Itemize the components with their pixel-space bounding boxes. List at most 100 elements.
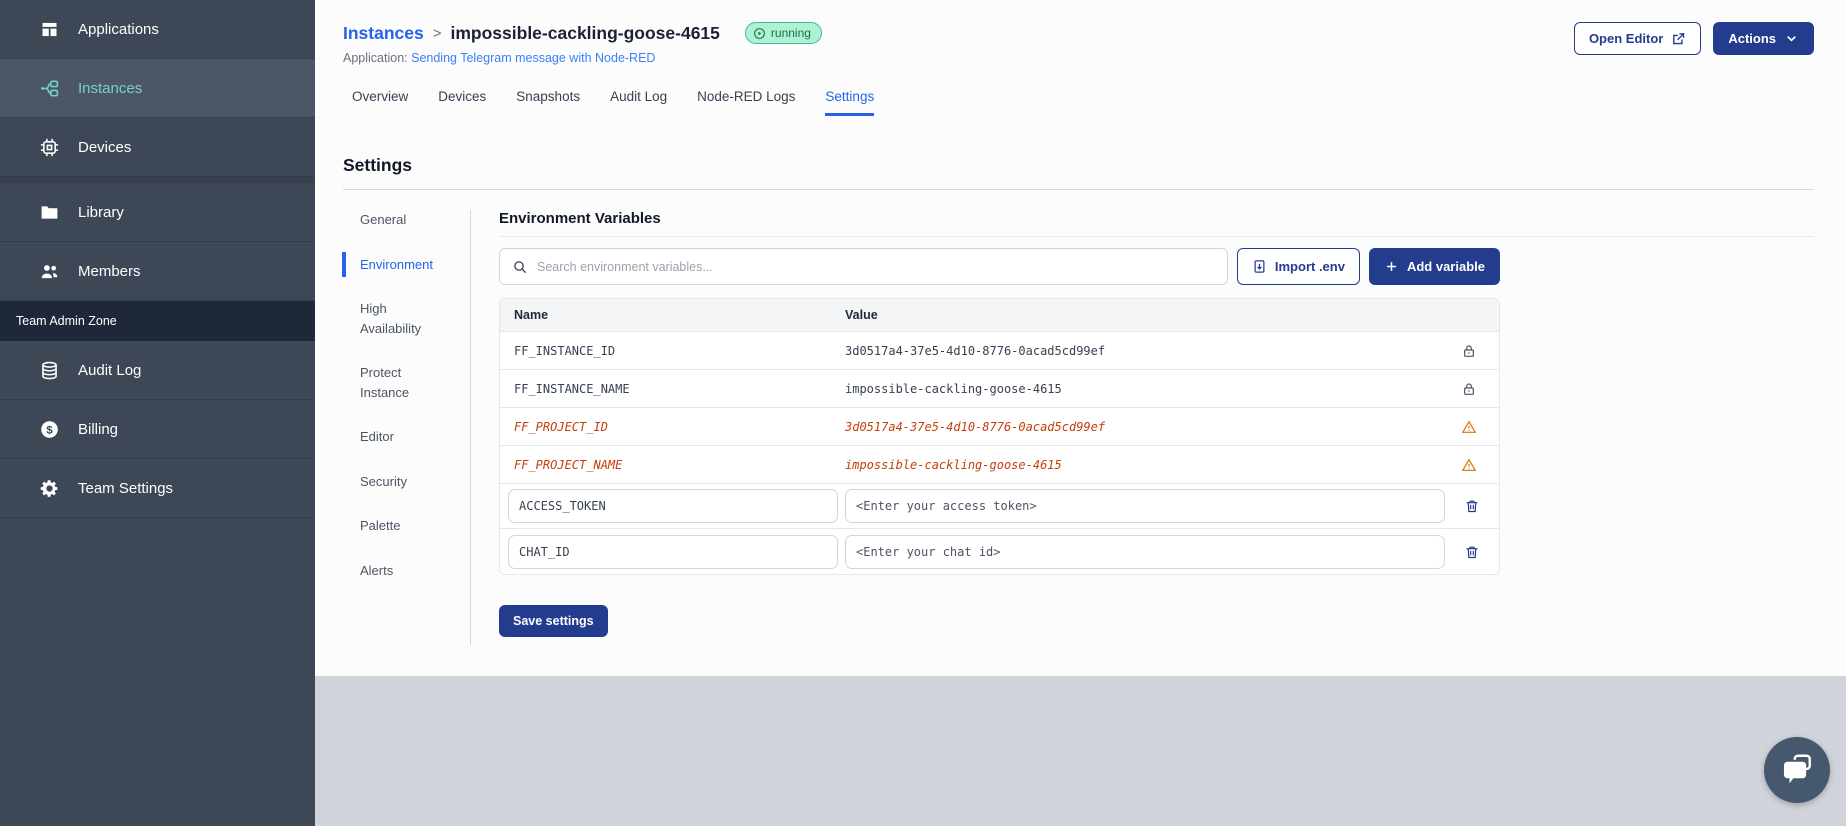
devices-icon bbox=[38, 136, 60, 158]
sidebar-item-label: Billing bbox=[78, 420, 119, 438]
env-var-value: impossible-cackling-goose-4615 bbox=[845, 457, 1062, 472]
settings-subnav: General Environment High Availability Pr… bbox=[342, 210, 471, 645]
import-file-icon bbox=[1254, 260, 1265, 273]
sidebar-item-label: Members bbox=[78, 262, 141, 280]
sidebar-item-members[interactable]: Members bbox=[0, 242, 315, 301]
sidebar-item-library[interactable]: Library bbox=[0, 183, 315, 242]
subnav-item-high-availability[interactable]: High Availability bbox=[360, 301, 422, 336]
env-var-name: FF_PROJECT_NAME bbox=[514, 457, 623, 472]
billing-icon: $ bbox=[38, 418, 60, 440]
env-var-value: 3d0517a4-37e5-4d10-8776-0acad5cd99ef bbox=[845, 343, 1106, 358]
instance-name: impossible-cackling-goose-4615 bbox=[450, 22, 720, 43]
trash-icon[interactable] bbox=[1464, 544, 1480, 560]
lock-icon bbox=[1464, 382, 1474, 395]
page-footer-area bbox=[315, 676, 1846, 826]
actions-button[interactable]: Actions bbox=[1713, 22, 1814, 55]
warning-icon bbox=[1461, 419, 1477, 433]
tab-snapshots[interactable]: Snapshots bbox=[516, 89, 581, 104]
env-var-name-input[interactable] bbox=[508, 489, 838, 523]
table-row: FF_INSTANCE_ID 3d0517a4-37e5-4d10-8776-0… bbox=[500, 332, 1499, 370]
team-admin-zone-label: Team Admin Zone bbox=[0, 301, 315, 341]
sidebar-item-billing[interactable]: $ Billing bbox=[0, 400, 315, 459]
sidebar-item-devices[interactable]: Devices bbox=[0, 118, 315, 177]
env-var-value: impossible-cackling-goose-4615 bbox=[845, 381, 1062, 396]
subnav-item-general[interactable]: General bbox=[360, 212, 407, 227]
table-header: Name Value bbox=[500, 299, 1499, 332]
subnav-item-environment[interactable]: Environment bbox=[342, 251, 455, 277]
sidebar-item-instances[interactable]: Instances bbox=[0, 59, 315, 118]
breadcrumb-separator: > bbox=[432, 24, 442, 42]
sidebar-item-team-settings[interactable]: Team Settings bbox=[0, 459, 315, 518]
sidebar-item-label: Audit Log bbox=[78, 361, 142, 379]
instance-header: Instances > impossible-cackling-goose-46… bbox=[315, 0, 1846, 65]
application-link[interactable]: Sending Telegram message with Node-RED bbox=[411, 51, 656, 65]
external-link-icon bbox=[1673, 33, 1685, 45]
chat-bubble-icon bbox=[1783, 754, 1811, 784]
table-row bbox=[500, 529, 1499, 574]
table-row: FF_INSTANCE_NAME impossible-cackling-goo… bbox=[500, 370, 1499, 408]
env-var-value-input[interactable] bbox=[845, 534, 1445, 569]
breadcrumb: Instances > impossible-cackling-goose-46… bbox=[343, 22, 822, 44]
open-editor-button[interactable]: Open Editor bbox=[1573, 22, 1702, 55]
env-var-name-input[interactable] bbox=[508, 534, 838, 569]
main-area: Instances > impossible-cackling-goose-46… bbox=[315, 0, 1846, 826]
subnav-item-alerts[interactable]: Alerts bbox=[360, 562, 394, 578]
instance-tabs: Overview Devices Snapshots Audit Log Nod… bbox=[352, 89, 1846, 116]
env-var-name: FF_PROJECT_ID bbox=[514, 419, 608, 434]
sidebar-item-audit-log[interactable]: Audit Log bbox=[0, 341, 315, 400]
column-header-value: Value bbox=[845, 308, 878, 322]
chevron-down-icon bbox=[1787, 36, 1796, 42]
sidebar-group-divider bbox=[0, 177, 315, 183]
sidebar-item-label: Library bbox=[78, 203, 124, 221]
subnav-item-palette[interactable]: Palette bbox=[360, 518, 401, 533]
tab-overview[interactable]: Overview bbox=[352, 89, 409, 104]
env-variables-table: Name Value FF_INSTANCE_ID 3d0517a4-37e5-… bbox=[499, 298, 1500, 575]
subnav-item-editor[interactable]: Editor bbox=[360, 429, 394, 444]
table-row bbox=[500, 484, 1499, 529]
tab-audit-log[interactable]: Audit Log bbox=[610, 89, 668, 104]
plus-icon bbox=[1387, 262, 1396, 271]
trash-icon[interactable] bbox=[1464, 498, 1480, 514]
applications-icon bbox=[38, 18, 60, 40]
table-row: FF_PROJECT_ID 3d0517a4-37e5-4d10-8776-0a… bbox=[500, 408, 1499, 446]
content-area: Instances > impossible-cackling-goose-46… bbox=[315, 0, 1846, 676]
subnav-item-protect-instance[interactable]: Protect Instance bbox=[360, 365, 410, 400]
application-label: Application: bbox=[343, 51, 408, 65]
warning-icon bbox=[1461, 457, 1477, 471]
subnav-item-security[interactable]: Security bbox=[360, 473, 407, 489]
status-badge: running bbox=[744, 22, 822, 44]
env-var-name: FF_INSTANCE_NAME bbox=[514, 381, 630, 396]
audit-log-icon bbox=[38, 359, 60, 381]
chat-widget-button[interactable] bbox=[1764, 737, 1830, 803]
lock-icon bbox=[1464, 344, 1474, 357]
gear-icon bbox=[38, 477, 60, 499]
import-env-button[interactable]: Import .env bbox=[1236, 248, 1360, 285]
env-toolbar: Import .env Add variable bbox=[499, 248, 1500, 285]
library-icon bbox=[38, 201, 60, 223]
tab-settings[interactable]: Settings bbox=[825, 89, 875, 116]
svg-text:$: $ bbox=[46, 424, 53, 436]
env-var-value: 3d0517a4-37e5-4d10-8776-0acad5cd99ef bbox=[845, 419, 1106, 434]
section-title: Environment Variables bbox=[499, 210, 1814, 237]
tab-node-red-logs[interactable]: Node-RED Logs bbox=[697, 89, 796, 104]
env-var-name: FF_INSTANCE_ID bbox=[514, 343, 616, 358]
tab-devices[interactable]: Devices bbox=[438, 89, 487, 104]
column-header-name: Name bbox=[514, 308, 549, 322]
save-settings-button[interactable]: Save settings bbox=[499, 605, 608, 637]
members-icon bbox=[38, 260, 60, 282]
search-input[interactable] bbox=[537, 259, 1215, 274]
title-divider bbox=[343, 189, 1814, 190]
sidebar-item-label: Instances bbox=[78, 79, 143, 97]
search-box bbox=[499, 248, 1228, 285]
sidebar-item-applications[interactable]: Applications bbox=[0, 0, 315, 59]
env-var-value-input[interactable] bbox=[845, 489, 1445, 523]
page-title: Settings bbox=[343, 155, 413, 175]
add-variable-button[interactable]: Add variable bbox=[1368, 248, 1500, 285]
breadcrumb-instances-link[interactable]: Instances bbox=[343, 22, 424, 43]
search-icon bbox=[514, 260, 527, 273]
sidebar-item-label: Team Settings bbox=[78, 479, 174, 497]
environment-panel: Environment Variables Import .env A bbox=[499, 210, 1814, 645]
instances-icon bbox=[38, 77, 60, 99]
sidebar-item-label: Applications bbox=[78, 20, 159, 38]
